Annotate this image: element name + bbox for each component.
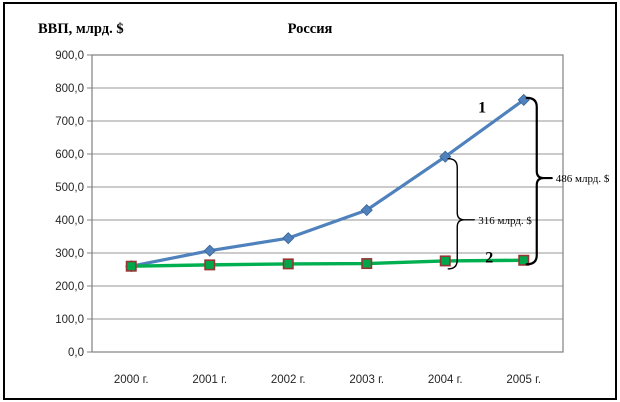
y-tick-label: 600,0: [55, 149, 84, 161]
annotation-label: 316 млрд. $: [478, 215, 532, 227]
y-tick-label: 100,0: [55, 314, 84, 326]
y-tick-label: 500,0: [55, 182, 84, 194]
brace-annotation: [525, 96, 553, 266]
y-tick-label: 700,0: [55, 116, 84, 128]
series-inline-label: 2: [485, 249, 493, 266]
y-tick-label: 300,0: [55, 248, 84, 260]
y-axis-title: ВВП, млрд. $: [38, 21, 124, 37]
plot-border: [91, 54, 564, 353]
series-1-marker: [282, 232, 295, 245]
series-2-line: [129, 258, 526, 268]
image-border: [3, 2, 617, 400]
series-2-marker: [282, 258, 294, 270]
series-2-marker: [518, 254, 530, 266]
chart-title: Россия: [287, 21, 333, 37]
x-category-label: 2004 г.: [428, 374, 463, 386]
annotation-label: 486 млрд. $: [556, 173, 610, 185]
brace-annotation: [447, 157, 475, 270]
y-tick-label: 400,0: [55, 215, 84, 227]
y-tick-label: 0,0: [68, 347, 84, 359]
x-category-label: 2002 г.: [271, 374, 306, 386]
series-2-marker: [361, 258, 373, 270]
series-2-marker: [439, 255, 451, 267]
x-category-label: 2003 г.: [349, 374, 384, 386]
x-category-label: 2005 г.: [506, 374, 541, 386]
series-inline-label: 1: [478, 100, 486, 117]
series-2-marker: [204, 259, 216, 271]
x-category-label: 2001 г.: [192, 374, 227, 386]
series-1-line: [129, 98, 526, 268]
series-2-marker: [125, 260, 137, 272]
y-tick-label: 200,0: [55, 281, 84, 293]
series-1-marker: [360, 204, 373, 217]
y-tick-label: 800,0: [55, 83, 84, 95]
x-category-label: 2000 г.: [114, 374, 149, 386]
series-1-marker: [439, 150, 452, 163]
y-tick-label: 900,0: [55, 50, 84, 62]
series-1-marker: [203, 244, 216, 257]
